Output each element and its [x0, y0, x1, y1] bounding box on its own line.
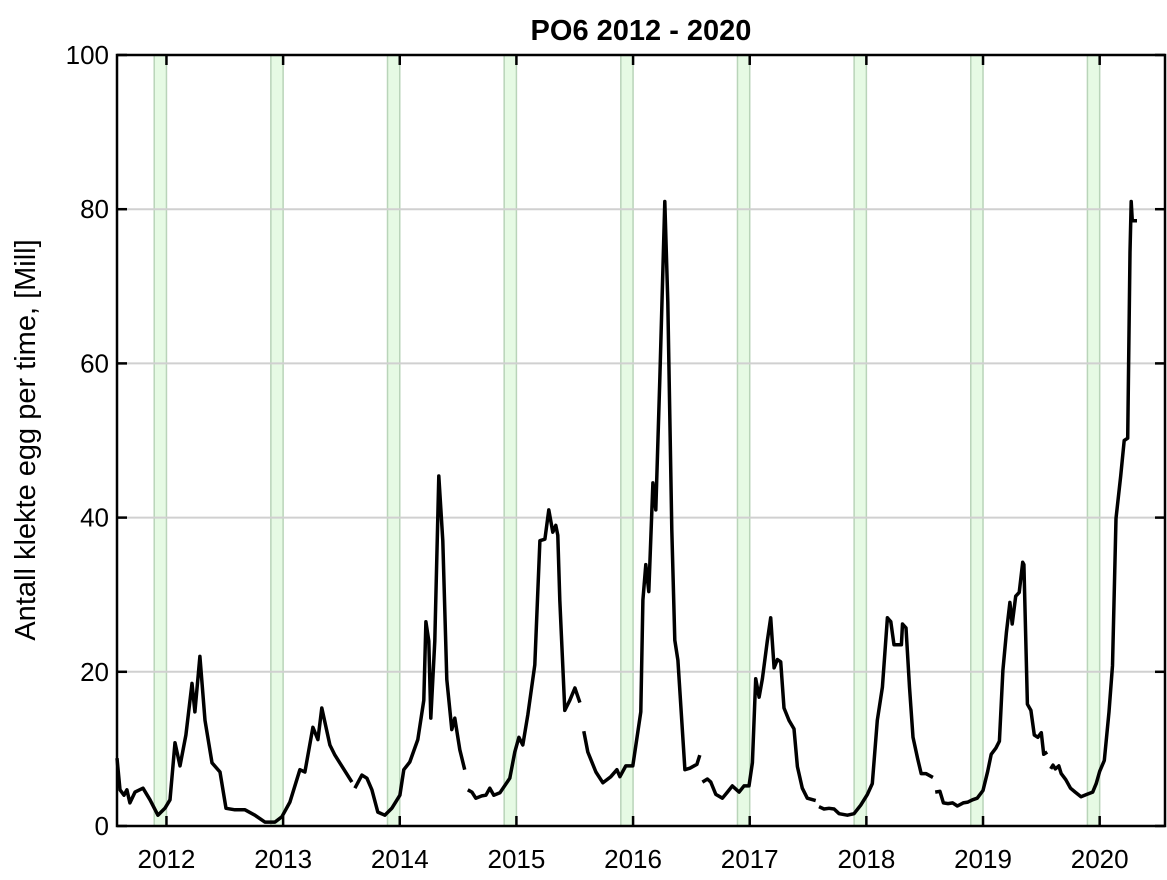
- y-tick-label: 40: [80, 503, 109, 533]
- shaded-band: [620, 54, 634, 827]
- shaded-band: [503, 54, 518, 827]
- plot-frame: [115, 53, 1167, 828]
- series-line-segment: [701, 616, 817, 803]
- x-tick-labels: 2012 2013 2014 2015 2016 2017 2018 2019 2020: [138, 844, 1129, 874]
- shaded-band: [153, 54, 168, 827]
- data-series: [115, 199, 1137, 824]
- shaded-band: [386, 54, 401, 827]
- x-tick-label: 2013: [254, 844, 312, 874]
- chart-title: PO6 2012 - 2020: [531, 15, 752, 47]
- x-tick-label: 2016: [604, 844, 662, 874]
- y-tick-label: 20: [80, 657, 109, 687]
- shaded-band: [270, 54, 284, 827]
- y-tick-label: 80: [80, 194, 109, 224]
- x-tick-label: 2020: [1071, 844, 1129, 874]
- series-line-segment: [1049, 199, 1137, 799]
- y-tick-label: 60: [80, 348, 109, 378]
- x-tick-label: 2014: [371, 844, 429, 874]
- y-axis-label: Antall klekte egg per time, [Mill]: [10, 239, 42, 640]
- series-line-segment: [353, 474, 467, 817]
- series-line-segment: [115, 654, 354, 824]
- series-line-segment: [934, 560, 1049, 808]
- shaded-band: [1086, 54, 1101, 827]
- shaded-band: [736, 54, 751, 827]
- series-line-segment: [466, 508, 582, 800]
- shaded-bands: [153, 54, 1101, 827]
- series-line-segment: [582, 199, 702, 785]
- x-tick-label: 2018: [837, 844, 895, 874]
- y-tick-label: 100: [66, 40, 109, 70]
- x-tick-label: 2017: [721, 844, 779, 874]
- y-tick-label: 0: [95, 811, 109, 841]
- axis-ticks: [117, 53, 1165, 828]
- x-tick-label: 2015: [487, 844, 545, 874]
- shaded-band: [970, 54, 984, 827]
- x-tick-label: 2019: [954, 844, 1012, 874]
- series-line-segment: [818, 616, 934, 817]
- x-tick-label: 2012: [138, 844, 196, 874]
- shaded-band: [853, 54, 868, 827]
- y-tick-labels: 0 20 40 60 80 100: [66, 40, 109, 841]
